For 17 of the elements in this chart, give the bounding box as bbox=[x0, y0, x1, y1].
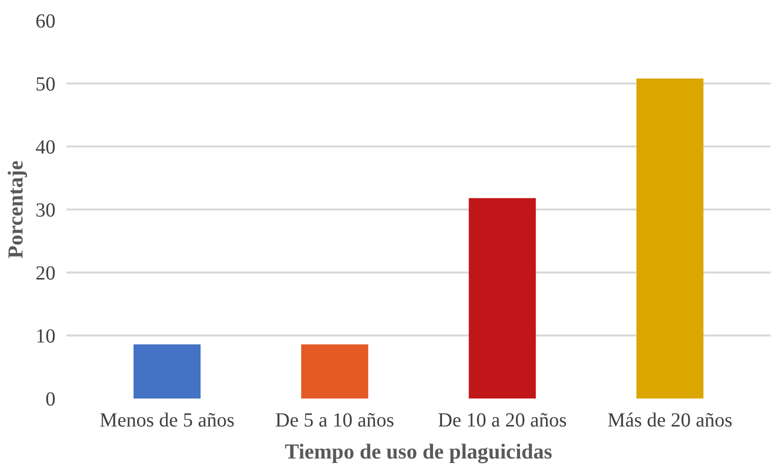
x-tick-label: De 10 a 20 años bbox=[438, 410, 567, 432]
y-tick-label: 60 bbox=[36, 10, 56, 32]
y-axis-title: Porcentaje bbox=[4, 160, 28, 258]
bar bbox=[134, 344, 201, 398]
x-tick-label: De 5 a 10 años bbox=[275, 410, 394, 432]
y-tick-label: 20 bbox=[36, 262, 56, 284]
bar bbox=[636, 78, 704, 398]
y-tick-label: 30 bbox=[36, 200, 56, 222]
x-tick-label: Menos de 5 años bbox=[100, 410, 235, 432]
x-axis-title: Tiempo de uso de plaguicidas bbox=[284, 440, 552, 464]
y-tick-label: 0 bbox=[46, 388, 56, 410]
y-tick-label: 10 bbox=[36, 326, 56, 348]
bar bbox=[301, 344, 368, 398]
y-tick-label: 40 bbox=[36, 136, 56, 158]
x-tick-label: Más de 20 años bbox=[607, 410, 733, 432]
bar bbox=[468, 198, 536, 398]
y-tick-label: 50 bbox=[36, 74, 56, 96]
